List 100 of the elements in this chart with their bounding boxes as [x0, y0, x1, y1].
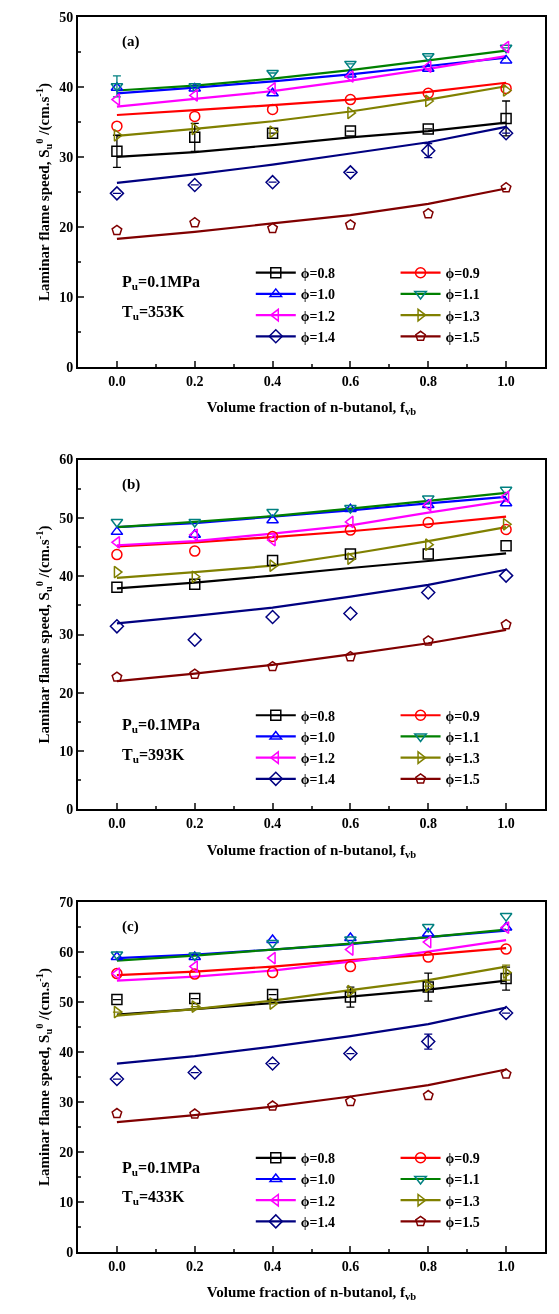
- legend-label: ϕ=1.0: [300, 729, 336, 745]
- legend-label: ϕ=1.1: [445, 287, 480, 303]
- legend-label: ϕ=1.5: [445, 772, 480, 788]
- x-tick-label: 0.8: [419, 816, 437, 832]
- point: [499, 912, 513, 922]
- point: [266, 966, 279, 979]
- point: [500, 523, 512, 536]
- point: [189, 131, 201, 144]
- annotation: P$_{u}$=0.1MPa: [122, 273, 201, 293]
- point: [266, 508, 280, 518]
- point: [499, 44, 513, 54]
- x-tick-label: 0.0: [108, 373, 126, 389]
- legend-label: ϕ=1.2: [300, 1193, 336, 1209]
- point: [421, 52, 435, 62]
- point: [500, 972, 512, 985]
- legend-label: ϕ=1.1: [445, 729, 480, 745]
- point: [111, 548, 123, 561]
- legend-label: ϕ=1.2: [300, 751, 336, 767]
- point: [422, 1089, 434, 1101]
- y-tick-label: 20: [59, 1144, 74, 1160]
- point: [109, 619, 125, 634]
- point: [189, 1108, 201, 1119]
- point: [187, 632, 202, 647]
- point: [111, 224, 123, 236]
- point: [191, 122, 201, 136]
- point: [347, 106, 357, 120]
- point: [344, 991, 357, 1003]
- point: [422, 548, 434, 560]
- y-tick-label: 40: [59, 1044, 74, 1060]
- y-tick-label: 0: [66, 1244, 74, 1260]
- point: [111, 671, 123, 682]
- point: [344, 548, 357, 560]
- point: [500, 112, 512, 125]
- point: [343, 1046, 358, 1061]
- y-tick-label: 0: [66, 359, 74, 375]
- legend-label: ϕ=1.3: [445, 751, 480, 767]
- point: [266, 939, 280, 949]
- point: [111, 145, 123, 158]
- point: [498, 568, 514, 583]
- x-tick-label: 1.0: [497, 816, 515, 832]
- y-tick-label: 40: [59, 79, 74, 95]
- point: [502, 517, 512, 531]
- legend-label: ϕ=1.0: [300, 1172, 336, 1188]
- y-tick-label: 40: [59, 569, 74, 585]
- y-tick-label: 60: [59, 452, 74, 468]
- x-tick-label: 0.0: [108, 816, 126, 832]
- point: [111, 120, 123, 132]
- point: [422, 516, 434, 529]
- point: [422, 935, 432, 949]
- point: [421, 495, 435, 505]
- x-tick-label: 0.8: [419, 373, 437, 389]
- annotation: (b): [122, 476, 141, 493]
- y-tick-label: 50: [59, 510, 74, 526]
- point: [421, 923, 435, 933]
- legend-label: ϕ=1.3: [445, 1193, 480, 1209]
- point: [344, 943, 354, 957]
- legend-label: ϕ=0.9: [445, 708, 480, 724]
- point: [265, 1056, 280, 1071]
- legend-label: ϕ=1.4: [300, 329, 336, 345]
- annotation: T$_{u}$=433K: [122, 1188, 186, 1208]
- point: [266, 87, 280, 97]
- point: [266, 69, 280, 79]
- x-tick-label: 0.6: [341, 816, 360, 832]
- annotation: P$_{u}$=0.1MPa: [122, 716, 201, 736]
- point: [266, 514, 280, 524]
- x-tick-label: 1.0: [497, 373, 515, 389]
- point: [500, 921, 510, 935]
- legend-label: ϕ=0.8: [300, 708, 336, 724]
- point: [111, 993, 123, 1006]
- y-tick-label: 10: [59, 1194, 74, 1210]
- annotation: (c): [122, 918, 139, 935]
- point: [191, 570, 201, 584]
- point: [265, 609, 280, 625]
- point: [343, 60, 357, 70]
- point: [499, 497, 513, 507]
- y-tick-label: 50: [59, 994, 74, 1010]
- point: [500, 540, 512, 552]
- x-tick-label: 0.0: [108, 1258, 126, 1274]
- y-tick-label: 20: [59, 219, 74, 235]
- point: [343, 165, 358, 180]
- point: [500, 182, 512, 193]
- point: [109, 186, 125, 201]
- point: [111, 535, 121, 549]
- point: [343, 932, 357, 942]
- legend-label: ϕ=1.5: [445, 1214, 480, 1230]
- point: [500, 1068, 512, 1079]
- point: [269, 559, 279, 573]
- x-tick-label: 0.2: [186, 816, 204, 832]
- point: [267, 660, 279, 672]
- point: [265, 174, 280, 190]
- point: [347, 984, 357, 998]
- point: [343, 68, 357, 78]
- point: [189, 545, 201, 557]
- x-tick-label: 0.6: [341, 1258, 360, 1274]
- x-tick-label: 1.0: [497, 1258, 515, 1274]
- legend-label: ϕ=1.1: [445, 1172, 480, 1188]
- point: [266, 951, 276, 965]
- point: [109, 1071, 125, 1087]
- legend-label: ϕ=1.2: [300, 308, 336, 324]
- point: [422, 635, 434, 646]
